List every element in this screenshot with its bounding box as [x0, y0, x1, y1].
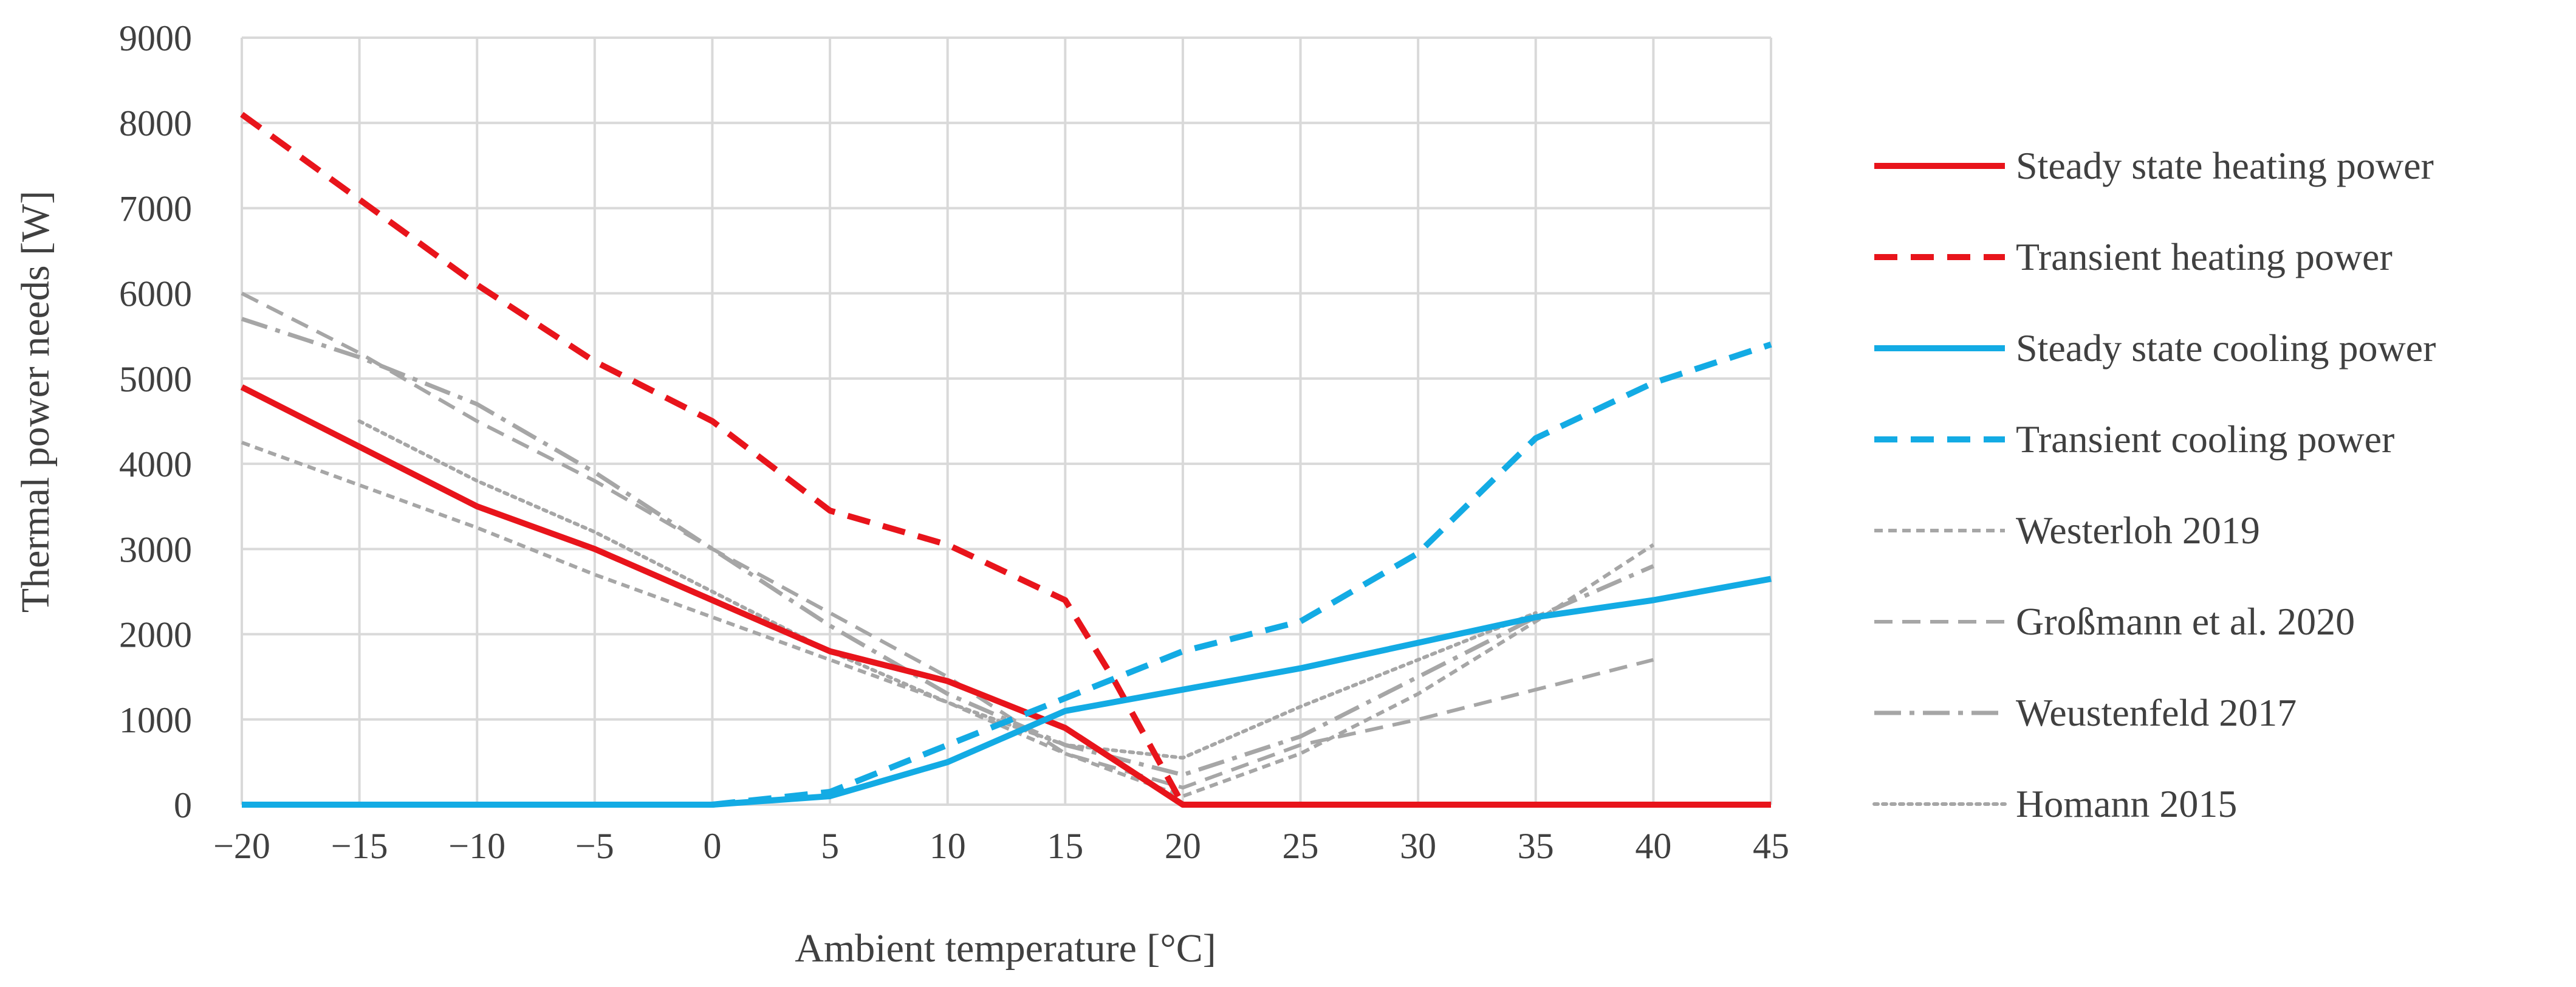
y-axis-title: Thermal power needs [W]: [13, 191, 58, 613]
y-tick-label: 0: [174, 785, 192, 825]
legend-item: Transient cooling power: [1874, 418, 2394, 461]
x-tick-label: 20: [1165, 826, 1201, 866]
series-line-transient-heating-power: [240, 112, 1186, 806]
grid: [241, 36, 1772, 806]
x-axis-title: Ambient temperature [°C]: [795, 926, 1216, 971]
x-tick-label: −20: [213, 826, 270, 866]
x-tick-label: 30: [1400, 826, 1436, 866]
x-tick-label: 0: [703, 826, 721, 866]
series-line-homann-2015: [357, 419, 1538, 760]
x-tick-label: 40: [1635, 826, 1671, 866]
y-tick-label: 5000: [119, 359, 192, 399]
legend-label: Transient cooling power: [2016, 418, 2394, 461]
tick-labels: −20 −15 −10 −5 0 5 10 15 20 25 30 35 40 45 0 1000 2000 30…: [119, 18, 1789, 866]
series-layer: [240, 112, 1772, 808]
legend-label: Transient heating power: [2016, 235, 2393, 278]
x-tick-label: 10: [930, 826, 966, 866]
x-tick-label: 5: [821, 826, 839, 866]
legend-item: Steady state heating power: [1874, 144, 2434, 187]
y-tick-label: 6000: [119, 274, 192, 314]
legend-item: Westerloh 2019: [1874, 509, 2260, 552]
y-tick-label: 4000: [119, 444, 192, 484]
series-line-transient-cooling-power: [711, 342, 1772, 808]
legend-item: Großmann et al. 2020: [1874, 600, 2355, 643]
legend-label: Weustenfeld 2017: [2016, 691, 2297, 734]
legend-label: Steady state heating power: [2016, 144, 2434, 187]
legend-label: Westerloh 2019: [2016, 509, 2260, 552]
y-tick-label: 1000: [119, 700, 192, 740]
x-tick-label: 35: [1518, 826, 1554, 866]
legend-label: Homann 2015: [2016, 782, 2237, 825]
x-tick-label: 25: [1283, 826, 1319, 866]
series-line-westerloh-2019: [241, 441, 1655, 798]
x-tick-label: −15: [331, 826, 388, 866]
legend-item: Weustenfeld 2017: [1874, 691, 2297, 734]
x-tick-label: −5: [575, 826, 614, 866]
legend-label: Steady state cooling power: [2016, 326, 2436, 370]
y-tick-label: 3000: [119, 529, 192, 569]
legend: Steady state heating power Transient heat…: [1872, 144, 2436, 825]
legend-item: Transient heating power: [1874, 235, 2393, 278]
x-tick-label: 45: [1753, 826, 1789, 866]
series-line-weustenfeld-2017: [241, 317, 1654, 777]
y-tick-label: 8000: [119, 103, 192, 143]
x-tick-label: −10: [448, 826, 505, 866]
legend-item: Steady state cooling power: [1874, 326, 2436, 370]
legend-label: Großmann et al. 2020: [2016, 600, 2355, 643]
series-line-gro-mann-et-al-2020: [241, 292, 1654, 789]
y-tick-label: 7000: [119, 188, 192, 229]
y-tick-label: 9000: [119, 18, 192, 58]
series-line-steady-state-heating-power: [240, 384, 1771, 808]
y-tick-label: 2000: [119, 615, 192, 655]
legend-item: Homann 2015: [1872, 782, 2237, 825]
x-tick-label: 15: [1047, 826, 1083, 866]
